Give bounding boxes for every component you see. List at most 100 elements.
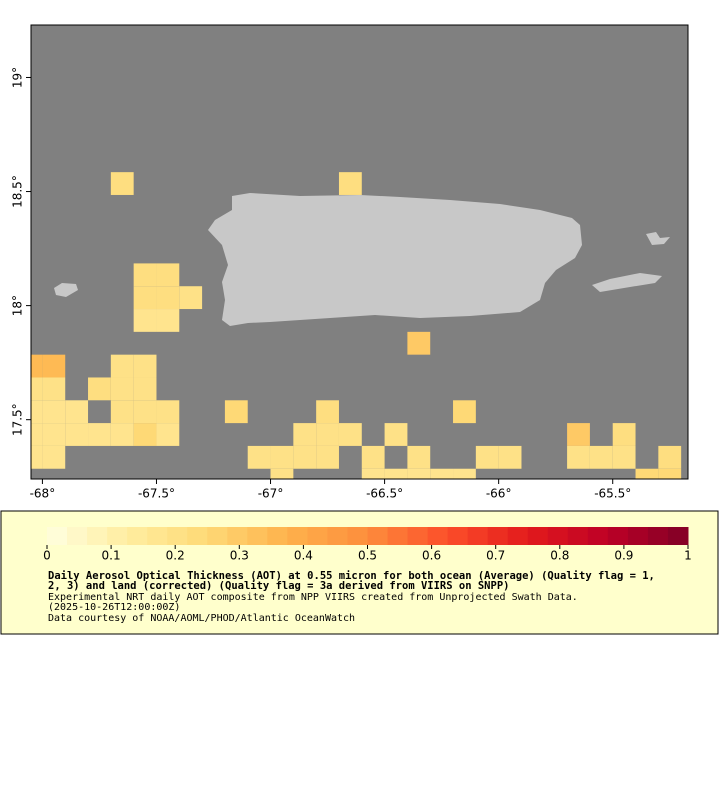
aot-cell <box>133 377 157 401</box>
aot-cell <box>430 468 454 479</box>
aot-cell <box>133 423 157 446</box>
aot-cell <box>293 445 317 469</box>
aot-cell <box>612 423 636 446</box>
aot-cell <box>179 286 203 310</box>
aot-cell <box>133 354 157 378</box>
aot-cell <box>42 354 66 378</box>
colorbar-tick-label: 0.6 <box>422 549 441 563</box>
title-line: Daily Aerosol Optical Thickness (AOT) at… <box>48 570 655 582</box>
colorbar-step <box>667 527 689 545</box>
aot-cell <box>384 468 408 479</box>
aot-cell <box>31 354 43 378</box>
colorbar-step <box>427 527 449 545</box>
colorbar-step <box>487 527 509 545</box>
map-frame <box>30 24 689 480</box>
aot-cell <box>338 423 362 446</box>
aot-cells <box>31 172 682 479</box>
colorbar-step <box>587 527 609 545</box>
colorbar-step <box>567 527 589 545</box>
x-tick-label: -66° <box>486 487 512 501</box>
mona-island <box>54 283 78 297</box>
aot-cell <box>31 423 43 446</box>
aot-cell <box>88 377 111 401</box>
aot-cell <box>110 172 134 195</box>
colorbar: 0 0.1 0.2 0.3 0.4 0.5 0.6 0.7 0.8 0.9 1 <box>43 527 692 563</box>
colorbar-tick-label: 0.2 <box>166 549 185 563</box>
aot-cell <box>31 445 43 469</box>
puerto-rico <box>208 193 582 326</box>
aot-cell <box>156 263 180 287</box>
colorbar-step <box>107 527 128 545</box>
aot-cell <box>156 286 180 310</box>
aot-cell <box>42 377 66 401</box>
colorbar-step <box>547 527 569 545</box>
colorbar-step <box>67 527 88 545</box>
colorbar-tick-label: 0.7 <box>486 549 505 563</box>
aot-cell <box>65 423 89 446</box>
aot-cell <box>110 423 134 446</box>
aot-cell <box>110 354 134 378</box>
aot-cell <box>65 400 89 424</box>
colorbar-step <box>267 527 288 545</box>
aot-cell <box>31 377 43 401</box>
aot-cell <box>635 468 659 479</box>
aot-cell <box>384 423 408 446</box>
aot-cell <box>567 445 590 469</box>
aot-cell <box>567 423 590 446</box>
colorbar-step <box>247 527 268 545</box>
y-tick-label: 17.5° <box>11 403 25 436</box>
colorbar-step <box>187 527 208 545</box>
note: (2025-10-26T12:00:00Z) <box>48 602 180 613</box>
colorbar-step <box>287 527 308 545</box>
y-tick-label: 18.5° <box>11 175 25 208</box>
aot-cell <box>316 400 339 424</box>
aot-cell <box>475 445 499 469</box>
colorbar-step <box>347 527 368 545</box>
aot-cell <box>224 400 248 424</box>
colorbar-step <box>147 527 168 545</box>
aot-cell <box>498 445 522 469</box>
colorbar-step <box>387 527 409 545</box>
x-tick-label: -67.5° <box>138 487 175 501</box>
aot-cell <box>88 423 111 446</box>
note: Data courtesy of NOAA/AOML/PHOD/Atlantic… <box>48 613 355 624</box>
note: Experimental NRT daily AOT composite fro… <box>48 592 578 603</box>
colorbar-step <box>167 527 188 545</box>
aot-cell <box>612 445 636 469</box>
aot-cell <box>156 309 180 332</box>
x-tick-label: -66.5° <box>366 487 403 501</box>
colorbar-tick-label: 0 <box>43 549 51 563</box>
aot-cell <box>361 468 385 479</box>
aot-cell <box>361 445 385 469</box>
colorbar-step <box>207 527 228 545</box>
aot-cell <box>293 423 317 446</box>
aot-cell <box>270 445 294 469</box>
colorbar-step <box>447 527 469 545</box>
colorbar-step <box>87 527 108 545</box>
colorbar-step <box>407 527 429 545</box>
colorbar-tick-label: 0.1 <box>102 549 121 563</box>
colorbar-step <box>527 527 549 545</box>
colorbar-tick-label: 0.3 <box>230 549 249 563</box>
aot-cell <box>338 172 362 195</box>
aot-cell <box>42 445 66 469</box>
aot-cell <box>133 286 157 310</box>
land <box>54 193 670 326</box>
aot-cell <box>133 263 157 287</box>
x-tick-label: -65.5° <box>594 487 631 501</box>
aot-cell <box>453 400 476 424</box>
aot-cell <box>42 423 66 446</box>
colorbar-step <box>607 527 629 545</box>
aot-cell <box>110 400 134 424</box>
y-tick-label: 18° <box>11 295 25 316</box>
colorbar-step <box>647 527 669 545</box>
culebra <box>646 232 670 245</box>
colorbar-tick-label: 1 <box>684 549 692 563</box>
colorbar-step <box>367 527 389 545</box>
colorbar-step <box>467 527 489 545</box>
colorbar-step <box>307 527 328 545</box>
aot-cell <box>156 423 180 446</box>
colorbar-step <box>627 527 649 545</box>
